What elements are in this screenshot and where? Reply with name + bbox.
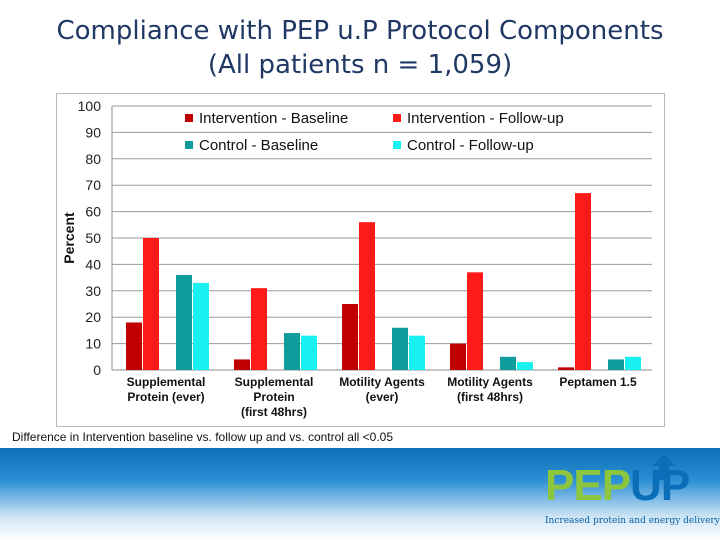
- y-tick-label: 70: [85, 177, 101, 193]
- legend-label: Control - Baseline: [199, 137, 318, 154]
- legend-swatch: [185, 114, 193, 122]
- logo-pep: PEP: [545, 461, 631, 510]
- bar: [143, 238, 159, 370]
- y-tick-label: 0: [93, 362, 101, 378]
- x-tick-label: Peptamen 1.5: [559, 375, 637, 389]
- x-tick-label: Motility Agents: [339, 375, 425, 389]
- y-axis-label: Percent: [61, 212, 77, 264]
- x-tick-label: (first 48hrs): [241, 405, 307, 419]
- bar: [450, 343, 466, 370]
- x-tick-label: (ever): [366, 390, 399, 404]
- bar: [558, 367, 574, 370]
- y-tick-label: 100: [78, 98, 102, 114]
- legend-swatch: [393, 114, 401, 122]
- logo-wordmark: PEPUP: [545, 461, 690, 510]
- y-tick-label: 20: [85, 309, 101, 325]
- y-tick-label: 90: [85, 124, 101, 140]
- bar: [392, 327, 408, 370]
- x-tick-label: (first 48hrs): [457, 390, 523, 404]
- bar: [342, 304, 358, 370]
- x-tick-label: Protein: [253, 390, 294, 404]
- bar: [193, 282, 209, 370]
- legend-swatch: [393, 141, 401, 149]
- bar: [176, 274, 192, 370]
- legend-swatch: [185, 141, 193, 149]
- title-line-1: Compliance with PEP u.P Protocol Compone…: [56, 16, 664, 46]
- slide-title: Compliance with PEP u.P Protocol Compone…: [0, 14, 720, 82]
- y-tick-label: 80: [85, 151, 101, 167]
- up-arrow-icon: [652, 454, 676, 480]
- logo-up: UP: [630, 461, 690, 510]
- significance-note: Difference in Intervention baseline vs. …: [12, 430, 393, 444]
- bar: [467, 272, 483, 370]
- legend-label: Control - Follow-up: [407, 137, 534, 154]
- y-tick-label: 10: [85, 336, 101, 352]
- y-tick-label: 60: [85, 204, 101, 220]
- bar: [126, 322, 142, 370]
- x-tick-label: Supplemental: [127, 375, 206, 389]
- bar: [500, 356, 516, 370]
- bar: [301, 335, 317, 370]
- y-tick-label: 40: [85, 256, 101, 272]
- x-tick-label: Supplemental: [235, 375, 314, 389]
- pepup-logo: PEPUP Increased protein and energy deliv…: [545, 454, 720, 534]
- logo-tagline: Increased protein and energy delivery: [545, 516, 720, 526]
- x-tick-label: Protein (ever): [127, 390, 204, 404]
- footer-band: [0, 448, 720, 540]
- legend-label: Intervention - Follow-up: [407, 110, 564, 127]
- bar: [517, 362, 533, 370]
- bar: [251, 288, 267, 370]
- y-tick-label: 50: [85, 230, 101, 246]
- bar: [575, 193, 591, 370]
- bar: [409, 335, 425, 370]
- bar: [608, 359, 624, 370]
- bar: [284, 333, 300, 370]
- bar: [234, 359, 250, 370]
- title-line-2: (All patients n = 1,059): [207, 50, 513, 80]
- bar: [359, 222, 375, 370]
- y-tick-label: 30: [85, 283, 101, 299]
- legend-label: Intervention - Baseline: [199, 110, 348, 127]
- x-tick-label: Motility Agents: [447, 375, 533, 389]
- bar: [625, 356, 641, 370]
